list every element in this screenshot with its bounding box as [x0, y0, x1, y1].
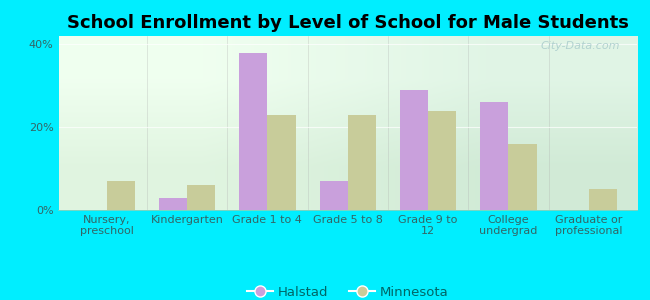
Bar — [400, 90, 428, 210]
Bar — [320, 181, 348, 210]
Bar — [348, 115, 376, 210]
Bar — [589, 189, 617, 210]
Title: School Enrollment by Level of School for Male Students: School Enrollment by Level of School for… — [67, 14, 629, 32]
Bar — [428, 111, 456, 210]
Text: City-Data.com: City-Data.com — [540, 41, 619, 51]
Bar — [239, 52, 267, 210]
Bar — [267, 115, 296, 210]
Bar — [480, 102, 508, 210]
Bar — [508, 144, 536, 210]
Bar — [159, 198, 187, 210]
Bar — [107, 181, 135, 210]
Bar — [187, 185, 215, 210]
Legend: Halstad, Minnesota: Halstad, Minnesota — [241, 281, 454, 300]
